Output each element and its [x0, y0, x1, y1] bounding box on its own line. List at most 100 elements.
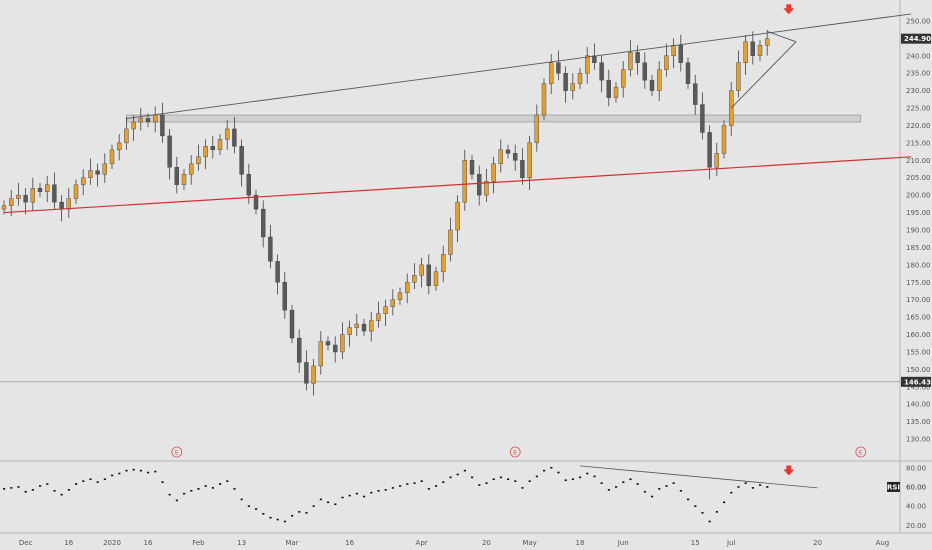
candle-body — [462, 160, 467, 203]
y-tick-label: 190.00 — [906, 227, 931, 235]
y-tick-label: 230.00 — [906, 87, 931, 95]
rsi-point — [240, 498, 243, 501]
rsi-point — [39, 485, 42, 487]
rsi-point — [643, 490, 646, 493]
consolidation-zone — [126, 114, 862, 123]
rsi-point — [528, 480, 531, 482]
rsi-point — [125, 469, 128, 472]
x-tick-label: Aug — [876, 539, 890, 547]
y-tick-label: 220.00 — [906, 122, 931, 130]
rsi-point — [168, 493, 171, 496]
rsi-point — [82, 480, 85, 482]
rsi-point — [348, 494, 351, 497]
candle-body — [109, 149, 115, 164]
candle-body — [275, 261, 280, 283]
rsi-point — [211, 487, 214, 489]
candle-body — [549, 62, 554, 84]
x-tick-label: 20 — [482, 539, 491, 547]
candle-body — [369, 320, 374, 332]
y-tick-label: 160.00 — [906, 331, 931, 339]
rsi-point — [730, 491, 733, 494]
candle-body — [354, 323, 359, 328]
candle-body — [556, 62, 561, 74]
rsi-point — [514, 480, 517, 482]
candle-body — [181, 174, 187, 185]
candle-body — [577, 72, 583, 84]
candle-body — [455, 201, 460, 231]
rsi-point — [463, 469, 466, 472]
candle-body — [131, 121, 136, 130]
candle-body — [441, 254, 446, 273]
candle-body — [743, 41, 748, 63]
rsi-point — [147, 471, 150, 474]
rsi-point — [46, 483, 49, 485]
rsi-trendline — [579, 465, 818, 489]
x-tick-label: 16 — [144, 539, 153, 547]
rsi-point — [161, 481, 164, 483]
y-tick-label: 170.00 — [906, 296, 931, 304]
candle-body — [66, 198, 72, 210]
rsi-y-tick-label: 60.00 — [906, 483, 926, 491]
y-tick-label: 215.00 — [906, 139, 931, 147]
candle-body — [289, 309, 295, 339]
candle-body — [657, 69, 662, 91]
price-tag-label: 244.90 — [904, 35, 931, 43]
candle-body — [95, 170, 100, 175]
candle-body — [405, 282, 410, 293]
x-tick-label: Feb — [192, 539, 205, 547]
rsi-point — [355, 492, 358, 495]
rsi-point — [658, 488, 661, 490]
rsi-point — [442, 481, 445, 483]
rsi-point — [744, 482, 747, 484]
rsi-point — [636, 483, 639, 485]
candle-body — [16, 194, 21, 199]
rsi-point — [543, 469, 546, 472]
candle-body — [693, 83, 698, 105]
rsi-point — [298, 511, 301, 513]
sell-signal-arrow — [783, 4, 795, 15]
rsi-point — [305, 512, 308, 514]
rsi-point — [701, 512, 704, 514]
y-tick-label: 240.00 — [906, 52, 931, 60]
earnings-marker-label: E — [859, 450, 863, 457]
candle-body — [707, 132, 712, 168]
y-tick-label: 200.00 — [906, 192, 931, 200]
candle-body — [217, 139, 223, 151]
rsi-point — [485, 482, 488, 484]
y-tick-label: 150.00 — [906, 366, 931, 374]
price-tag — [901, 376, 931, 387]
rsi-point — [406, 483, 409, 485]
rsi-y-tick-label: 80.00 — [906, 464, 926, 472]
rsi-point — [600, 482, 603, 484]
candle-body — [592, 55, 597, 63]
rsi-point — [334, 503, 337, 506]
candle-body — [570, 83, 575, 91]
rsi-point — [204, 485, 207, 487]
y-tick-label: 185.00 — [906, 244, 931, 252]
candle-body — [635, 52, 640, 63]
candle-body — [80, 177, 86, 185]
rsi-point — [53, 489, 56, 492]
x-tick-label: Apr — [416, 539, 428, 547]
candle-body — [30, 187, 35, 203]
rsi-point — [175, 499, 178, 502]
candle-body — [160, 114, 165, 137]
candle-body — [585, 55, 590, 74]
rsi-point — [233, 488, 236, 490]
candle-body — [642, 62, 647, 81]
candle-body — [505, 149, 511, 154]
rsi-point — [67, 489, 70, 491]
rsi-point — [535, 475, 538, 478]
rsi-point — [384, 489, 387, 491]
rsi-point — [111, 474, 114, 477]
candle-body — [397, 292, 403, 300]
x-tick-label: Mar — [285, 539, 298, 547]
candle-body — [52, 184, 57, 203]
y-tick-label: 130.00 — [906, 436, 931, 444]
rsi-point — [60, 493, 63, 496]
y-tick-label: 140.00 — [906, 401, 931, 409]
candle-body — [224, 128, 230, 140]
candle-body — [210, 146, 216, 151]
candle-body — [246, 174, 252, 196]
